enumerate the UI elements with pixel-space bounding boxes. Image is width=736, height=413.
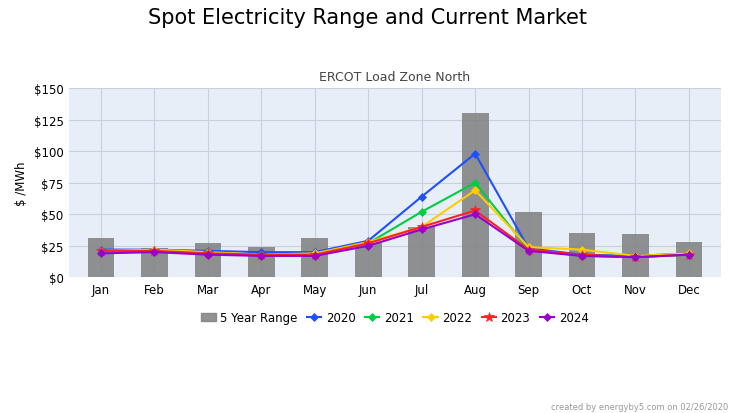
2021 xyxy=(150,249,159,254)
2020 xyxy=(684,251,693,256)
2020 xyxy=(417,195,426,199)
2024 xyxy=(311,254,319,259)
Y-axis label: $ /MWh: $ /MWh xyxy=(15,161,28,205)
Bar xyxy=(461,114,489,278)
2021 xyxy=(257,253,266,258)
2024 xyxy=(524,249,533,254)
2020 xyxy=(364,239,372,244)
2023 xyxy=(631,255,640,260)
2023 xyxy=(364,241,372,246)
2022 xyxy=(684,251,693,256)
2021 xyxy=(684,253,693,258)
Bar xyxy=(141,249,168,278)
2020 xyxy=(578,253,587,258)
2023 xyxy=(257,253,266,258)
2024 xyxy=(150,250,159,255)
2023 xyxy=(684,253,693,258)
2024 xyxy=(257,254,266,259)
Bar xyxy=(355,244,382,278)
2023 xyxy=(578,253,587,258)
2022 xyxy=(204,250,213,255)
2020 xyxy=(96,247,105,252)
2021 xyxy=(311,253,319,258)
Line: 2022: 2022 xyxy=(99,188,692,259)
2024 xyxy=(417,228,426,233)
2022 xyxy=(417,225,426,230)
2023 xyxy=(471,209,480,214)
Line: 2023: 2023 xyxy=(96,206,694,262)
2022 xyxy=(257,253,266,258)
2021 xyxy=(471,181,480,186)
Legend: 5 Year Range, 2020, 2021, 2022, 2023, 2024: 5 Year Range, 2020, 2021, 2022, 2023, 20… xyxy=(202,312,589,325)
Bar xyxy=(248,247,275,278)
2020 xyxy=(150,247,159,252)
2021 xyxy=(631,255,640,260)
2020 xyxy=(257,250,266,255)
2021 xyxy=(417,210,426,215)
2020 xyxy=(204,249,213,254)
Bar xyxy=(408,227,435,278)
2022 xyxy=(631,254,640,259)
Line: 2021: 2021 xyxy=(99,180,692,260)
2020 xyxy=(631,254,640,259)
2020 xyxy=(311,250,319,255)
Bar xyxy=(622,235,649,278)
Bar xyxy=(569,234,595,278)
Title: ERCOT Load Zone North: ERCOT Load Zone North xyxy=(319,71,470,83)
2022 xyxy=(471,188,480,193)
2023 xyxy=(96,249,105,254)
2023 xyxy=(204,251,213,256)
2021 xyxy=(204,251,213,256)
2024 xyxy=(96,251,105,256)
Text: Spot Electricity Range and Current Market: Spot Electricity Range and Current Marke… xyxy=(149,8,587,28)
2023 xyxy=(524,247,533,252)
2023 xyxy=(311,253,319,258)
Bar xyxy=(302,239,328,278)
2023 xyxy=(417,225,426,230)
2022 xyxy=(524,245,533,250)
2021 xyxy=(364,241,372,246)
2021 xyxy=(578,254,587,259)
2024 xyxy=(684,253,693,258)
2024 xyxy=(364,244,372,249)
2020 xyxy=(471,152,480,157)
Bar xyxy=(88,239,114,278)
Bar xyxy=(194,244,222,278)
2022 xyxy=(364,240,372,245)
Bar xyxy=(676,242,702,278)
2024 xyxy=(631,255,640,260)
2024 xyxy=(578,254,587,259)
2021 xyxy=(524,247,533,252)
Bar xyxy=(515,212,542,278)
2024 xyxy=(471,212,480,217)
2022 xyxy=(578,247,587,252)
2023 xyxy=(150,249,159,254)
Line: 2024: 2024 xyxy=(99,212,692,260)
Text: created by energyby5.com on 02/26/2020: created by energyby5.com on 02/26/2020 xyxy=(551,402,729,411)
2022 xyxy=(150,247,159,252)
Line: 2020: 2020 xyxy=(99,152,692,259)
2020 xyxy=(524,246,533,251)
2021 xyxy=(96,250,105,255)
2022 xyxy=(311,251,319,256)
2024 xyxy=(204,253,213,258)
2022 xyxy=(96,249,105,254)
